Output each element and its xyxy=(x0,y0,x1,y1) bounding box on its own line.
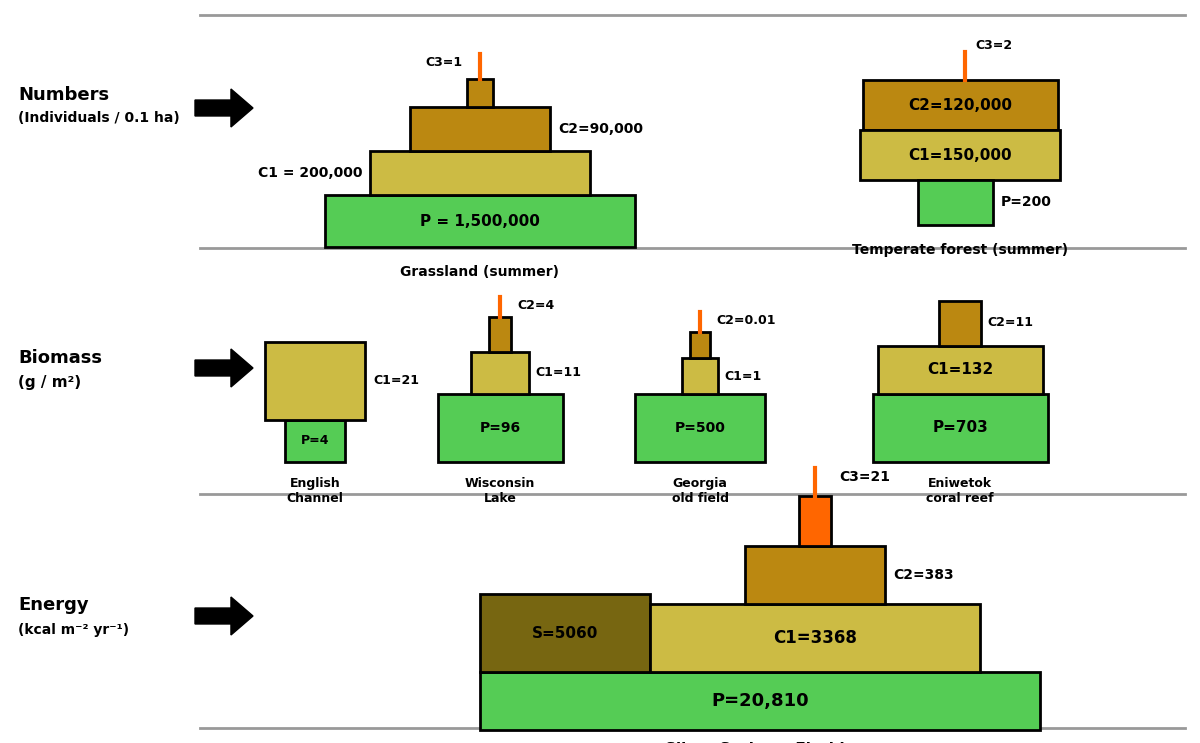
Text: C2=383: C2=383 xyxy=(893,568,954,582)
Text: C2=90,000: C2=90,000 xyxy=(558,122,643,136)
Text: C1=1: C1=1 xyxy=(724,369,761,383)
Bar xyxy=(470,352,529,394)
Bar xyxy=(635,394,766,462)
Text: C2=0.01: C2=0.01 xyxy=(716,314,775,327)
Polygon shape xyxy=(194,597,253,635)
Text: Biomass: Biomass xyxy=(18,349,102,367)
Text: C1=21: C1=21 xyxy=(373,374,419,388)
Bar xyxy=(863,80,1058,130)
Text: (Individuals / 0.1 ha): (Individuals / 0.1 ha) xyxy=(18,111,180,125)
Bar xyxy=(490,317,511,352)
Text: Silver Springs, Florida: Silver Springs, Florida xyxy=(665,742,854,743)
Text: P = 1,500,000: P = 1,500,000 xyxy=(420,213,540,229)
Text: (g / m²): (g / m²) xyxy=(18,374,82,389)
Text: C1=132: C1=132 xyxy=(928,363,994,377)
Text: C3=2: C3=2 xyxy=(974,39,1012,52)
Text: P=200: P=200 xyxy=(1001,195,1052,209)
Text: P=96: P=96 xyxy=(480,421,521,435)
Text: C2=4: C2=4 xyxy=(517,299,554,312)
Bar xyxy=(918,180,994,225)
Bar xyxy=(480,672,1040,730)
Bar xyxy=(438,394,563,462)
Text: C2=120,000: C2=120,000 xyxy=(908,97,1013,112)
Text: P=20,810: P=20,810 xyxy=(712,692,809,710)
Bar xyxy=(874,394,1048,462)
Bar xyxy=(325,195,635,247)
Text: Temperate forest (summer): Temperate forest (summer) xyxy=(852,243,1068,257)
Text: C1=150,000: C1=150,000 xyxy=(908,148,1012,163)
Text: P=4: P=4 xyxy=(301,435,329,447)
Text: C1=11: C1=11 xyxy=(535,366,581,380)
Text: C1=3368: C1=3368 xyxy=(773,629,857,647)
Text: Georgia
old field: Georgia old field xyxy=(672,477,728,505)
Text: Numbers: Numbers xyxy=(18,86,109,104)
Text: P=500: P=500 xyxy=(674,421,726,435)
Polygon shape xyxy=(194,349,253,387)
Bar xyxy=(682,358,718,394)
Text: P=703: P=703 xyxy=(932,421,989,435)
Text: (kcal m⁻² yr⁻¹): (kcal m⁻² yr⁻¹) xyxy=(18,623,130,637)
Bar xyxy=(799,496,830,546)
Bar xyxy=(410,107,550,151)
Bar xyxy=(650,604,980,672)
Bar xyxy=(265,342,365,420)
Text: C3=1: C3=1 xyxy=(425,56,462,69)
Bar xyxy=(940,301,982,346)
Bar xyxy=(860,130,1060,180)
Text: C1 = 200,000: C1 = 200,000 xyxy=(258,166,362,180)
Polygon shape xyxy=(194,89,253,127)
Bar xyxy=(878,346,1043,394)
Text: S=5060: S=5060 xyxy=(532,626,598,640)
Text: Eniwetok
coral reef: Eniwetok coral reef xyxy=(926,477,994,505)
Bar xyxy=(370,151,590,195)
Text: Energy: Energy xyxy=(18,596,89,614)
Text: Wisconsin
Lake: Wisconsin Lake xyxy=(464,477,535,505)
Text: English
Channel: English Channel xyxy=(287,477,343,505)
Text: Grassland (summer): Grassland (summer) xyxy=(401,265,559,279)
Bar xyxy=(745,546,886,604)
Bar xyxy=(467,79,493,107)
Bar xyxy=(690,332,710,358)
Text: C3=21: C3=21 xyxy=(839,470,890,484)
Bar xyxy=(286,420,346,462)
Text: C2=11: C2=11 xyxy=(986,317,1033,329)
Bar xyxy=(480,594,650,672)
